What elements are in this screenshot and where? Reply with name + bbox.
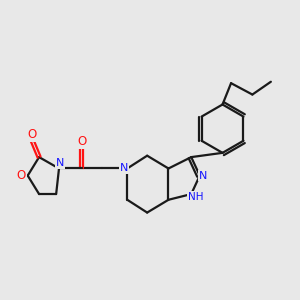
Text: N: N: [198, 171, 207, 181]
Text: N: N: [56, 158, 64, 168]
Text: N: N: [120, 164, 129, 173]
Text: NH: NH: [188, 192, 203, 202]
Text: O: O: [77, 135, 86, 148]
Text: O: O: [27, 128, 37, 141]
Text: O: O: [17, 169, 26, 182]
